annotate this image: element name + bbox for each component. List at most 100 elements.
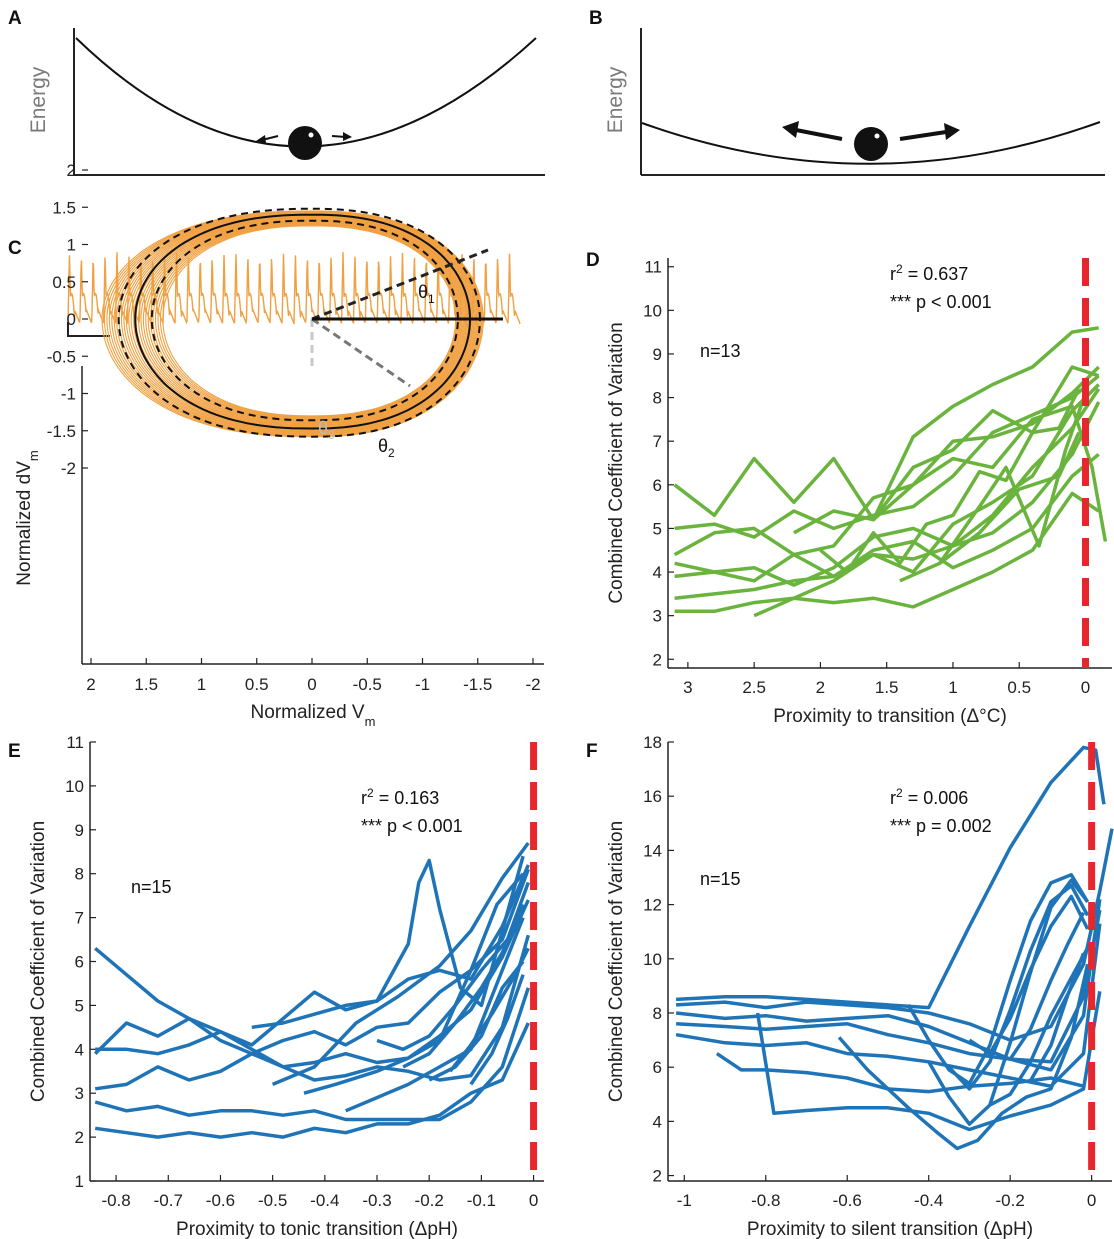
panel-c-mean-loop [134, 213, 472, 430]
panel-c-xtick-label: 1.5 [134, 675, 158, 694]
panel-c: C 2 1.5 1 0.5 0 -0.5 -1 -1.5 -2 2 1.5 1 0.5 0 -0.5 -1 -1… [8, 161, 544, 729]
panel-d-series-line [793, 365, 1100, 535]
panel-b-arrow-right [899, 123, 960, 141]
panel-c-phase-loop [154, 223, 460, 419]
panel-c-xtick-label: -2 [525, 675, 540, 694]
panel-e-series-line [94, 1022, 530, 1139]
panel-c-xtick-label: -0.5 [353, 675, 382, 694]
panel-b-arrow-left [782, 121, 843, 141]
panel-d-xtick-label: 2 [816, 678, 825, 697]
panel-e-ytick-label: 3 [75, 1084, 84, 1103]
panel-e-p-annotation: *** p < 0.001 [361, 816, 463, 836]
panel-c-phase-loop [113, 213, 479, 434]
panel-f-series-line [968, 894, 1090, 1056]
panel-e-ytick-label: 4 [75, 1040, 84, 1059]
panel-a-arrow-right [331, 132, 352, 141]
panel-f-ytick-label: 8 [653, 1004, 662, 1023]
panel-d-series-line [938, 392, 1088, 565]
panel-f-series-line [837, 963, 1090, 1151]
panel-d-series-line [899, 431, 1081, 583]
panel-e-series-line [303, 872, 525, 1095]
panel-a-ylabel: Energy [27, 66, 50, 133]
panel-c-ylabel: Normalized dVm [14, 450, 41, 585]
panel-c-phase-loop [106, 211, 482, 436]
panel-c-xtick-label: 0 [307, 675, 316, 694]
panel-c-phase-loop [116, 214, 478, 433]
panel-e-xtick-label: 0 [529, 1191, 538, 1210]
panel-e-ytick-label: 10 [65, 777, 84, 796]
panel-b-label: B [589, 8, 603, 29]
panel-c-phase-loops [101, 207, 484, 438]
panel-f-ytick-label: 12 [643, 896, 662, 915]
panel-d-ylabel: Combined Coefficient of Variation [606, 322, 627, 603]
panel-f-series-line [675, 828, 1114, 1042]
panel-d-ytick-label: 3 [653, 607, 662, 626]
panel-f-xtick-label: 0 [1087, 1191, 1096, 1210]
panel-a: A Energy [8, 8, 545, 176]
panel-d-ytick-label: 2 [653, 650, 662, 669]
panel-c-bound-loop [117, 207, 482, 438]
panel-c-theta2-label: θ2 [378, 436, 395, 460]
panel-f-ytick-label: 4 [653, 1112, 662, 1131]
panel-e-ytick-label: 9 [75, 821, 84, 840]
panel-c-phase-loop [133, 218, 470, 427]
panel-d-ytick-label: 4 [653, 563, 662, 582]
panel-e-ytick-label: 11 [66, 733, 84, 752]
panel-f-ytick-label: 2 [653, 1167, 662, 1186]
panel-d-p-annotation: *** p < 0.001 [890, 292, 992, 312]
panel-d-xtick-label: 1.5 [875, 678, 899, 697]
panel-f-xlabel: Proximity to silent transition (ΔpH) [747, 1219, 1033, 1239]
panel-d-ytick-label: 9 [653, 345, 662, 364]
panel-f-ytick-label: 16 [643, 787, 662, 806]
panel-e-xtick-label: -0.4 [310, 1191, 339, 1210]
panel-c-xtick-label: 1 [197, 675, 206, 694]
panel-c-phase-loop [140, 219, 467, 424]
panel-c-xtick-label: 0.5 [245, 675, 269, 694]
panel-f-label: F [586, 741, 598, 762]
panel-e-xtick-label: -0.7 [154, 1191, 183, 1210]
panel-c-phase-loop [108, 212, 481, 435]
panel-c-ytick-label: -1.5 [47, 422, 76, 441]
panel-a-ball-highlight [308, 132, 314, 138]
panel-e-series-line [469, 974, 525, 1086]
panel-e-series-line [271, 841, 530, 1087]
panel-e-r2-annotation: r2 = 0.163 [361, 786, 439, 808]
panel-d-ytick-label: 6 [653, 476, 662, 495]
panel-f-series-line [676, 745, 1106, 1010]
panel-d-xlabel: Proximity to transition (Δ°C) [773, 706, 1007, 727]
panel-c-xtick-label: 2 [86, 675, 95, 694]
panel-e-xlabel: Proximity to tonic transition (ΔpH) [176, 1219, 458, 1239]
panel-e: E -0.8 -0.7 -0.6 -0.5 -0.4 -0.3 -0.2 -0.1 0 1 2 3 4 5… [8, 733, 544, 1239]
panel-f-r2-annotation: r2 = 0.006 [890, 786, 968, 808]
panel-d-series-line [674, 374, 1100, 539]
panel-f-ytick-label: 14 [643, 841, 662, 860]
panel-c-xtick-label: -1.5 [463, 675, 492, 694]
panel-d-xtick-label: 3 [683, 678, 692, 697]
panel-c-ytick-label: 2 [67, 161, 76, 180]
panel-c-scale-bar [67, 322, 110, 337]
panel-f-p-annotation: *** p = 0.002 [890, 816, 992, 836]
panel-e-ytick-label: 5 [75, 996, 84, 1015]
panel-c-xlabel: Normalized Vm [251, 702, 376, 729]
panel-e-series-line [448, 947, 530, 1073]
panel-c-phase-loop [130, 217, 471, 428]
panel-c-theta1-ray [311, 248, 489, 321]
panel-e-ylabel: Combined Coefficient of Variation [28, 821, 49, 1102]
panel-f: F -1 -0.8 -0.6 -0.4 -0.2 0 2 4 6 8 10 12 14 16 18 Proxi… [586, 733, 1114, 1239]
panel-f-xtick-label: -0.8 [751, 1191, 780, 1210]
panel-e-series-line [94, 987, 530, 1122]
panel-e-series-line [402, 903, 525, 1069]
panel-e-ytick-label: 2 [75, 1128, 84, 1147]
panel-e-label: E [8, 741, 21, 762]
panel-c-phase-loop [142, 220, 466, 424]
panel-d-r2-annotation: r2 = 0.637 [890, 262, 968, 284]
panel-c-ytick-label: -0.5 [47, 347, 76, 366]
panel-d-series-line [753, 383, 1100, 618]
panel-d-xtick-label: 2.5 [742, 678, 766, 697]
panel-b-ball [854, 127, 888, 161]
panel-e-xtick-label: -0.6 [206, 1191, 235, 1210]
panel-d: D 3 2.5 2 1.5 1 0.5 0 2 3 4 5 6 7 8 9 10 11 Proximity to … [586, 250, 1112, 727]
panel-c-phase-loop [137, 219, 468, 425]
panel-b: B Energy [589, 8, 1105, 176]
panel-e-series-line [93, 868, 530, 1056]
